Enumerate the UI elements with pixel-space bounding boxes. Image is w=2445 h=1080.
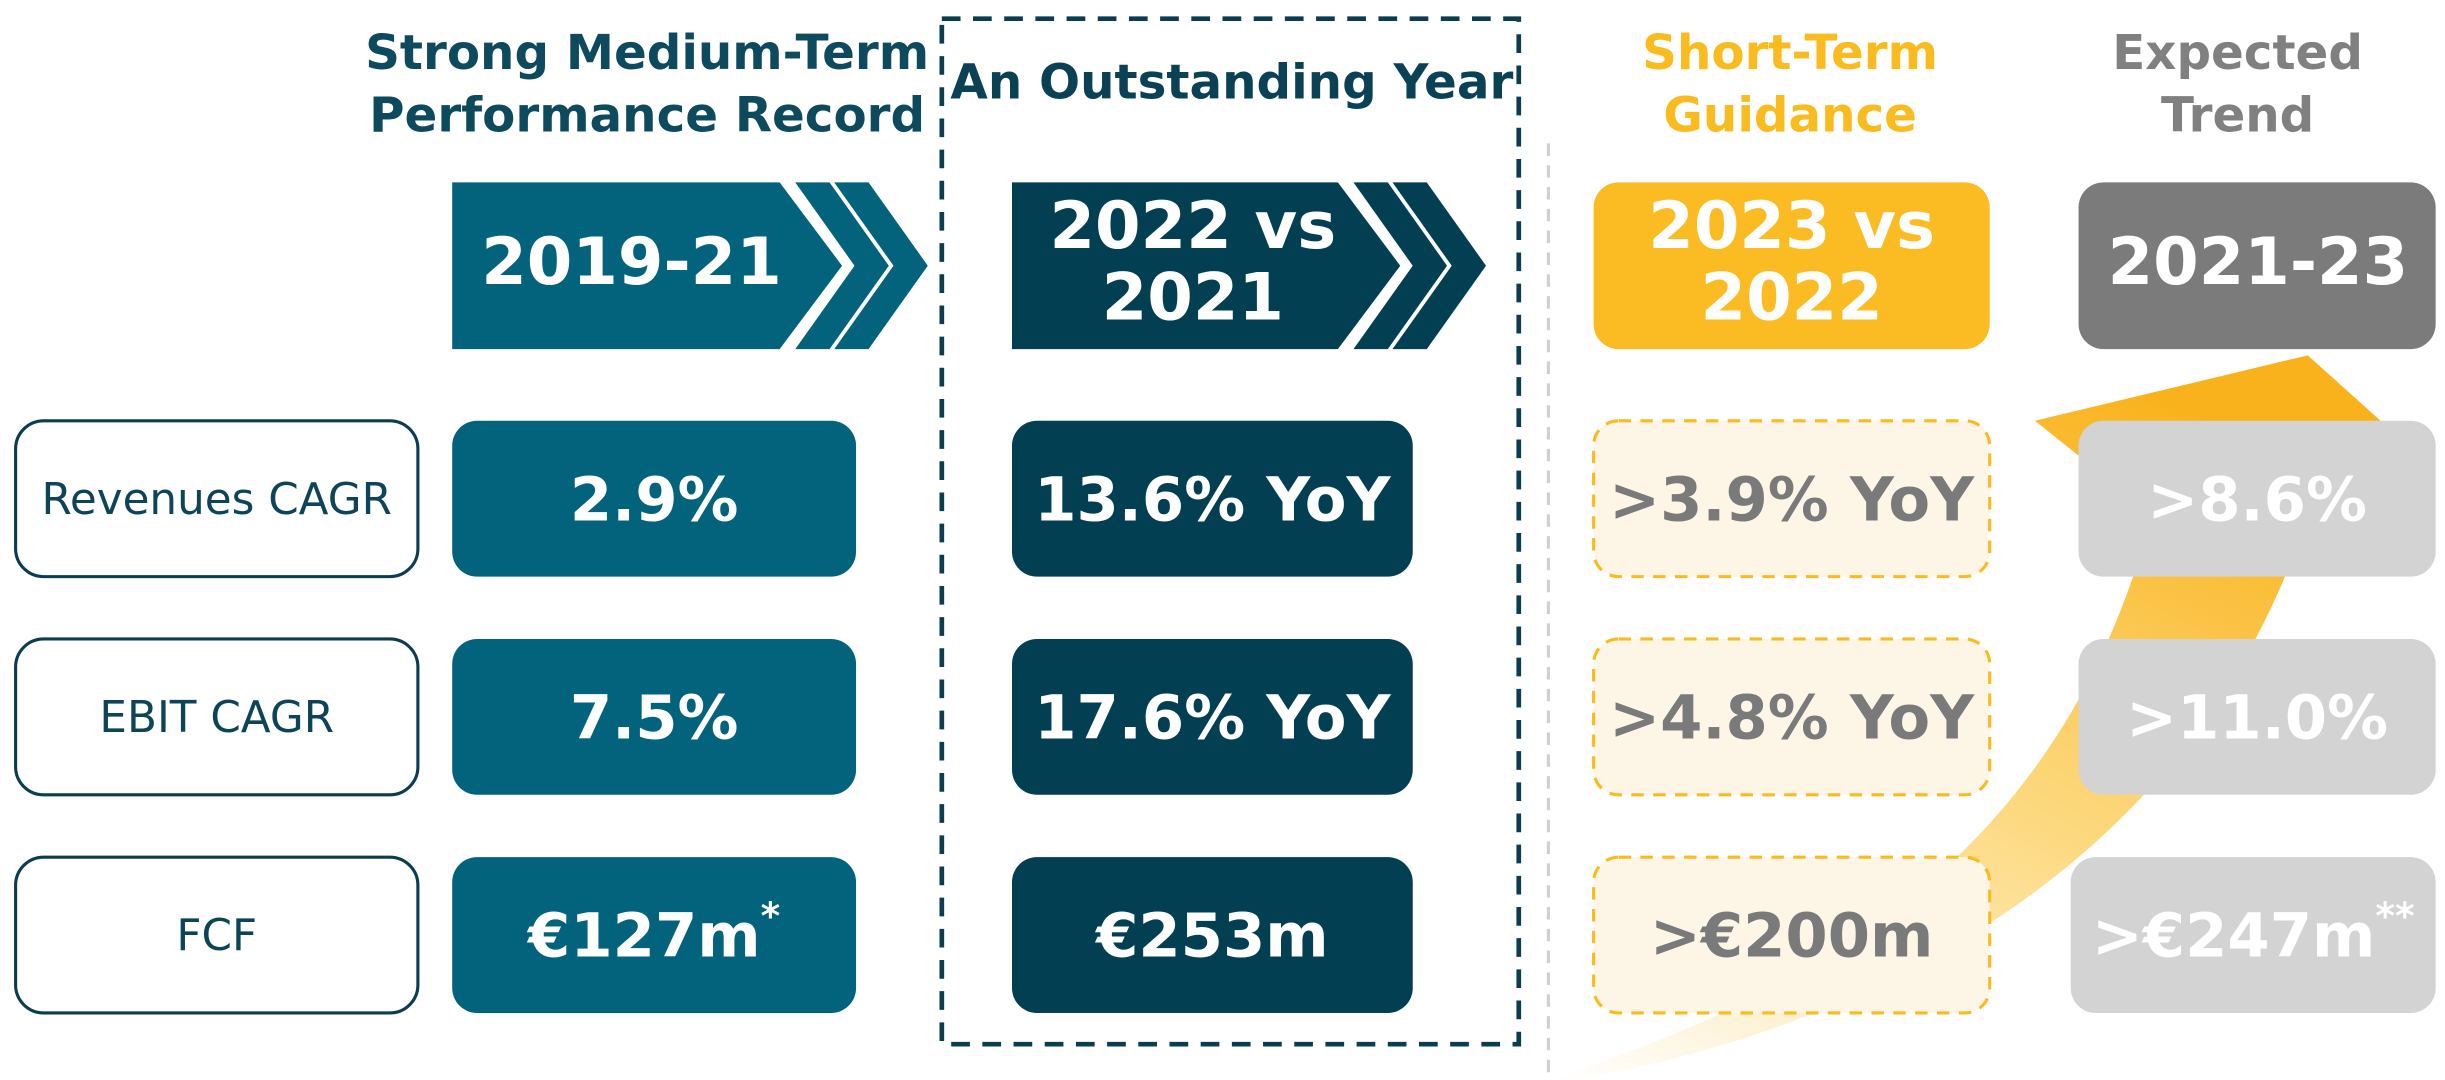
column-title: Strong Medium-Term xyxy=(365,25,929,81)
value-box xyxy=(2078,420,2436,577)
footnote-mark: ** xyxy=(2375,893,2414,937)
value-text: >4.8% YoY xyxy=(1609,683,1975,753)
highlight-frame xyxy=(939,16,1522,1047)
value: 13.6% YoY xyxy=(1034,465,1391,535)
value-box xyxy=(452,638,857,795)
value-text: >3.9% YoY xyxy=(1609,465,1975,535)
value-text: €127m xyxy=(526,901,761,971)
value: >11.0% xyxy=(2126,683,2388,753)
value-text: >11.0% xyxy=(2126,683,2388,753)
column-title: Trend xyxy=(2161,87,2314,143)
row-label: Revenues CAGR xyxy=(42,474,392,525)
value-box xyxy=(1011,420,1413,577)
column-title: Short-Term xyxy=(1642,25,1938,81)
period-label: 2021-23 xyxy=(2108,224,2409,300)
value: €253m xyxy=(1094,901,1329,971)
column-title: Guidance xyxy=(1663,87,1917,143)
column-title: Expected xyxy=(2112,25,2363,81)
value-text: 7.5% xyxy=(570,683,739,753)
value: 17.6% YoY xyxy=(1034,683,1391,753)
period-label: 2021 xyxy=(1102,260,1284,336)
value: 7.5% xyxy=(570,683,739,753)
period-label: 2023 vs xyxy=(1648,188,1935,264)
chevron xyxy=(1353,182,1448,350)
value-text: 17.6% YoY xyxy=(1034,683,1391,753)
value-text: >8.6% xyxy=(2147,465,2367,535)
value-box xyxy=(1592,637,1992,797)
value: >8.6% xyxy=(2147,465,2367,535)
row-label: EBIT CAGR xyxy=(99,692,334,743)
value: €127m* xyxy=(526,893,780,971)
footnote-mark: * xyxy=(761,893,781,937)
value-text: >€200m xyxy=(1650,901,1934,971)
value-box xyxy=(452,857,857,1013)
value: >€247m** xyxy=(2092,893,2415,971)
period-banner xyxy=(2078,182,2436,350)
value-box xyxy=(1011,638,1413,795)
chevron xyxy=(795,182,889,350)
row-label-box xyxy=(14,419,420,579)
value-box xyxy=(1011,857,1413,1013)
period-label: 2022 xyxy=(1701,260,1883,336)
period-label: 2019-21 xyxy=(481,224,782,300)
row-label: FCF xyxy=(176,910,257,961)
value: >4.8% YoY xyxy=(1609,683,1975,753)
value: >3.9% YoY xyxy=(1609,465,1975,535)
value-box xyxy=(1592,855,1992,1015)
column-title: Performance Record xyxy=(369,87,925,143)
column-title: An Outstanding Year xyxy=(950,55,1513,111)
value: 2.9% xyxy=(570,465,739,535)
value-box xyxy=(2070,857,2436,1013)
row-label-box xyxy=(14,855,420,1015)
period-banner xyxy=(1593,182,1990,350)
value-text: €253m xyxy=(1094,901,1329,971)
value-text: 2.9% xyxy=(570,465,739,535)
value-text: >€247m xyxy=(2092,901,2376,971)
value-text: 13.6% YoY xyxy=(1034,465,1391,535)
period-label: 2022 vs xyxy=(1050,188,1337,264)
chevron xyxy=(1392,182,1487,350)
value: >€200m xyxy=(1650,901,1934,971)
period-banner xyxy=(1011,182,1401,350)
value-box xyxy=(2078,638,2436,795)
period-banner xyxy=(452,182,843,350)
value-box xyxy=(1592,419,1992,579)
row-label-box xyxy=(14,637,420,797)
chevron xyxy=(834,182,928,350)
value-box xyxy=(452,420,857,577)
